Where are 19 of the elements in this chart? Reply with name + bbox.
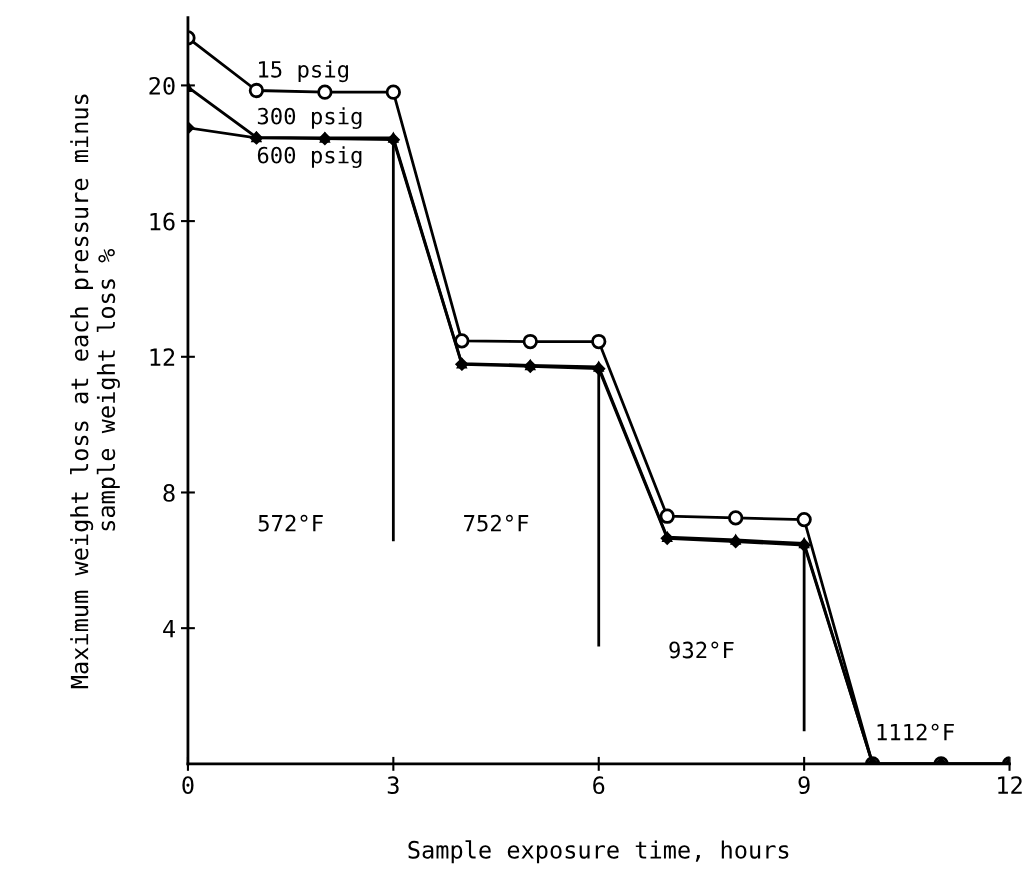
y-tick-label: 12 xyxy=(150,348,175,366)
y-tick-label: 16 xyxy=(150,212,175,231)
annotation: 1112°F xyxy=(877,723,954,741)
series-label: 300 psig xyxy=(257,107,362,129)
x-tick-label: 9 xyxy=(798,776,810,795)
x-tick-label: 3 xyxy=(387,776,399,795)
annotation: 572°F xyxy=(258,514,323,532)
y-tick-label: 20 xyxy=(149,76,175,95)
x-axis-title: Sample exposure time, hours xyxy=(408,840,789,864)
annotation: 932°F xyxy=(669,641,734,659)
series-label: 15 psig xyxy=(259,60,348,83)
x-tick-label: 6 xyxy=(593,776,605,795)
x-tick-label: 0 xyxy=(182,776,194,795)
annotation: 752°F xyxy=(464,514,529,532)
x-tick-label: 12 xyxy=(998,776,1022,794)
y-tick-label: 4 xyxy=(163,619,176,638)
y-tick-label: 8 xyxy=(163,483,175,502)
series-label: 600 psig xyxy=(257,146,362,168)
y-axis-title: Maximum weight loss at each pressure minus sample weight loss % xyxy=(70,94,120,689)
